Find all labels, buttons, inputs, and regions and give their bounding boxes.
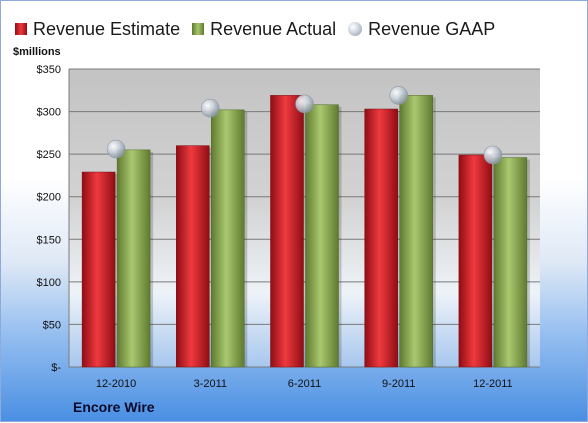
bar-revenue-estimate	[458, 154, 493, 368]
y-axis-label: $millions	[13, 46, 61, 58]
legend-label-gaap: Revenue GAAP	[368, 18, 496, 39]
y-tick-label: $250	[37, 149, 61, 161]
marker-revenue-gaap	[106, 139, 126, 159]
y-tick-label: $150	[37, 234, 61, 246]
legend: Revenue Estimate Revenue Actual Revenue …	[15, 15, 507, 43]
bar-revenue-actual	[116, 149, 151, 368]
y-tick-label: $50	[43, 319, 61, 331]
x-tick-label: 3-2011	[194, 378, 227, 390]
x-tick-label: 9-2011	[382, 378, 415, 390]
legend-swatch-actual	[192, 23, 205, 35]
bar-revenue-estimate	[270, 95, 304, 368]
bar-revenue-actual	[211, 109, 245, 368]
marker-revenue-gaap	[483, 145, 503, 165]
legend-swatch-estimate	[15, 23, 27, 35]
marker-revenue-gaap	[389, 86, 409, 105]
y-tick-label: $-	[51, 362, 61, 374]
legend-item-estimate: Revenue Estimate	[15, 19, 180, 40]
y-tick-label: $350	[37, 64, 61, 76]
y-tick-label: $200	[37, 192, 61, 204]
bar-revenue-actual	[493, 157, 528, 368]
legend-label-actual: Revenue Actual	[210, 18, 337, 39]
x-tick-label: 12-2011	[473, 378, 513, 390]
legend-label-estimate: Revenue Estimate	[33, 18, 181, 39]
marker-revenue-gaap	[201, 98, 220, 118]
bar-revenue-estimate	[364, 108, 398, 368]
bar-revenue-actual	[399, 95, 433, 368]
legend-swatch-gaap	[348, 22, 363, 36]
bar-revenue-estimate	[176, 145, 210, 368]
marker-revenue-gaap	[295, 94, 314, 114]
y-tick-label: $300	[37, 107, 61, 119]
legend-item-actual: Revenue Actual	[192, 19, 336, 40]
x-tick-label: 6-2011	[288, 378, 321, 390]
legend-item-gaap: Revenue GAAP	[348, 19, 495, 40]
bar-revenue-actual	[305, 104, 339, 368]
x-tick-label: 12-2010	[96, 378, 136, 390]
company-name: Encore Wire	[73, 399, 155, 415]
y-tick-label: $100	[37, 277, 61, 289]
bar-revenue-estimate	[81, 171, 116, 368]
